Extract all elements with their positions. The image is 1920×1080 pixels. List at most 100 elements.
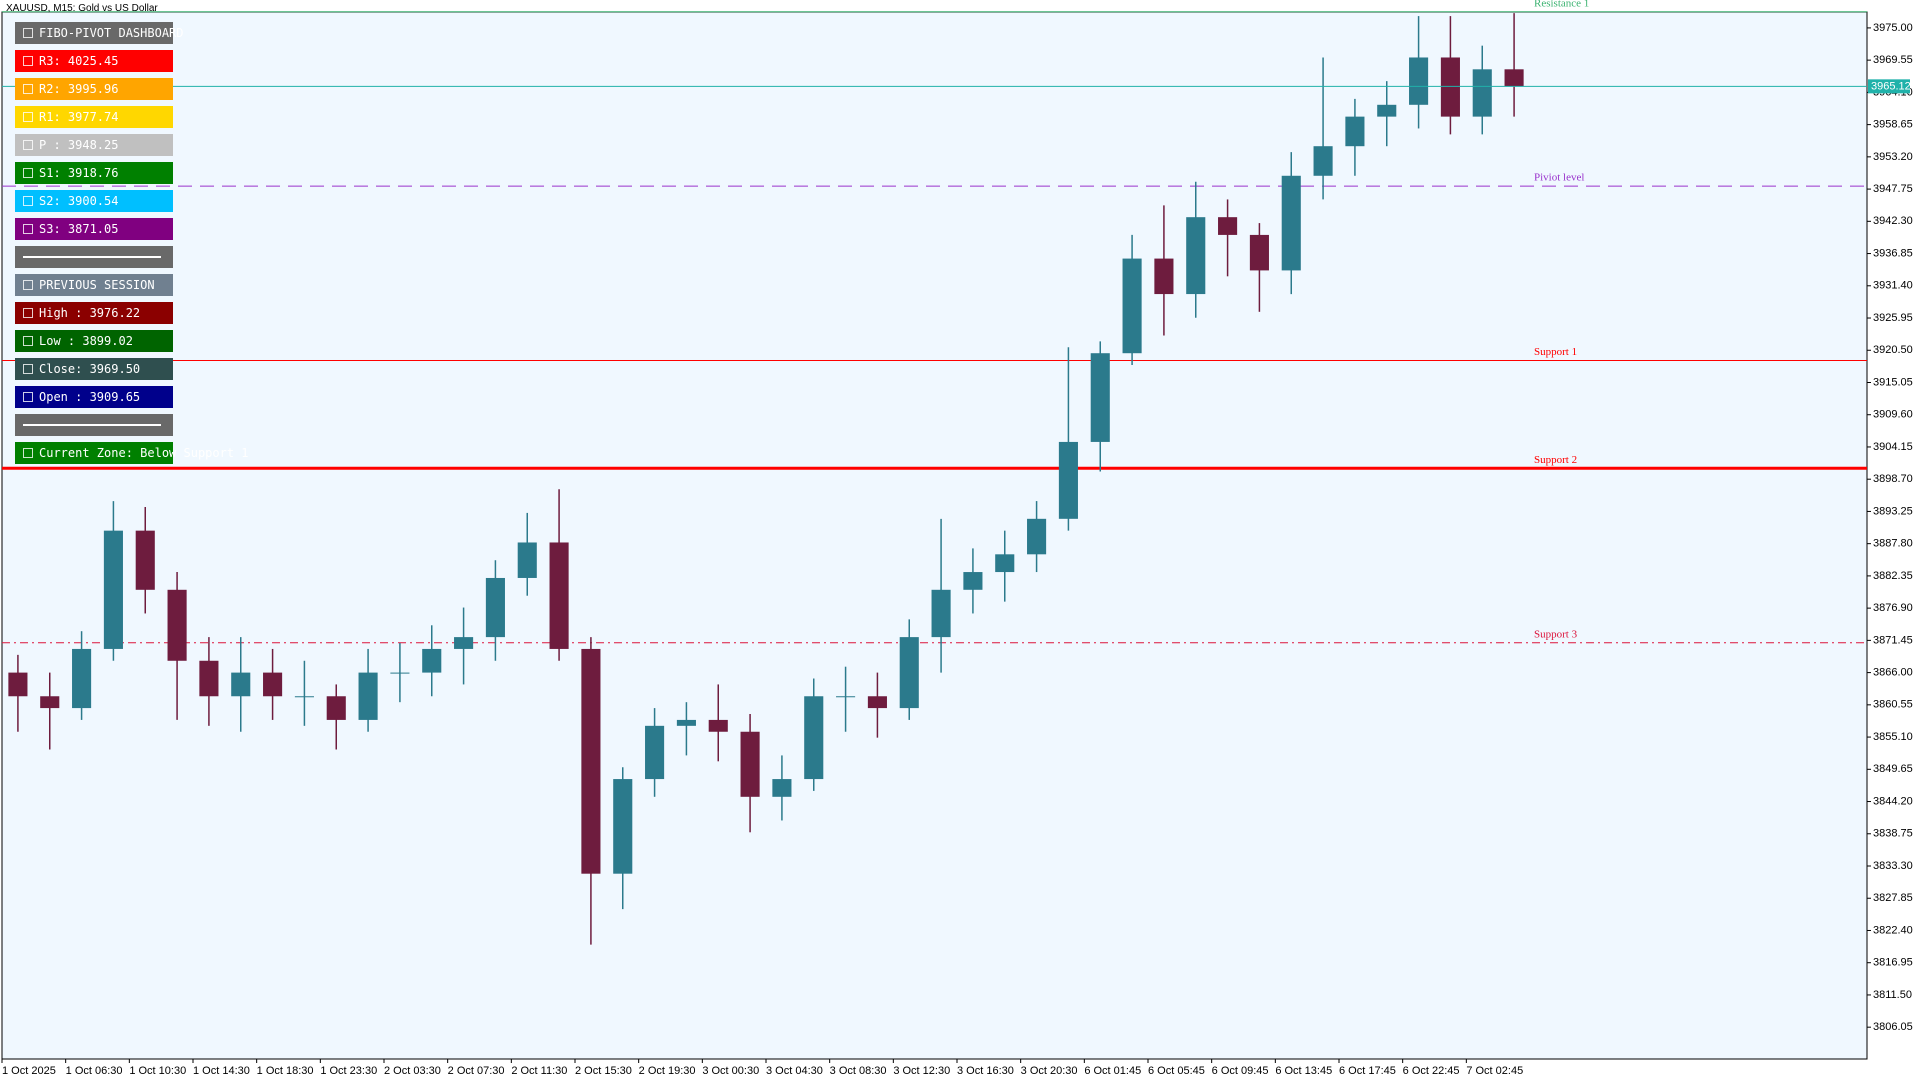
y-tick-label: 3931.40 (1873, 280, 1913, 292)
y-tick-label: 3860.55 (1873, 699, 1913, 711)
candle-body (836, 696, 856, 698)
y-tick-label: 3904.15 (1873, 441, 1913, 453)
candle-body (1281, 175, 1301, 271)
session-value-text: Low : 3899.02 (39, 334, 133, 348)
x-tick-label: 6 Oct 17:45 (1339, 1065, 1396, 1077)
candle-body (1377, 104, 1397, 117)
y-tick-label: 3833.30 (1873, 860, 1913, 872)
candle-body (358, 672, 378, 720)
y-tick-label: 3849.65 (1873, 763, 1913, 775)
y-tick-label: 3975.00 (1873, 22, 1913, 34)
candle-body (199, 660, 219, 697)
y-tick-label: 3887.80 (1873, 538, 1913, 550)
candle-body (1504, 69, 1524, 87)
separator (15, 246, 173, 268)
candle-body (517, 542, 537, 578)
candle-body (1218, 217, 1238, 235)
candle-body (1472, 69, 1492, 117)
x-tick-label: 3 Oct 04:30 (766, 1065, 823, 1077)
session-title-text: PREVIOUS SESSION (39, 278, 155, 292)
y-tick-label: 3953.20 (1873, 151, 1913, 163)
pivot-level-text: R2: 3995.96 (39, 82, 119, 96)
current-zone-text: Current Zone: Below Support 1 (39, 446, 249, 460)
session-value-text: High : 3976.22 (39, 306, 141, 320)
x-tick-label: 1 Oct 06:30 (66, 1065, 123, 1077)
y-tick-label: 3925.95 (1873, 312, 1913, 324)
session-value: Open : 3909.65 (15, 386, 173, 408)
x-tick-label: 6 Oct 22:45 (1403, 1065, 1460, 1077)
session-title: PREVIOUS SESSION (15, 274, 173, 296)
candle-body (549, 542, 569, 649)
x-tick-label: 2 Oct 07:30 (448, 1065, 505, 1077)
pivot-level-text: S3: 3871.05 (39, 222, 119, 236)
pivot-level: S3: 3871.05 (15, 218, 173, 240)
x-tick-label: 3 Oct 08:30 (830, 1065, 887, 1077)
x-tick-label: 6 Oct 13:45 (1275, 1065, 1332, 1077)
candle-body (1090, 353, 1110, 442)
y-tick-label: 3898.70 (1873, 473, 1913, 485)
x-tick-label: 2 Oct 19:30 (639, 1065, 696, 1077)
y-tick-label: 3876.90 (1873, 602, 1913, 614)
x-tick-label: 2 Oct 11:30 (511, 1065, 567, 1077)
y-tick-label: 3893.25 (1873, 505, 1913, 517)
pivot-level-text: S1: 3918.76 (39, 166, 119, 180)
y-tick-label: 3947.75 (1873, 183, 1913, 195)
candle-body (485, 577, 505, 638)
candle-body (1058, 441, 1078, 519)
candle-body (1313, 146, 1333, 176)
y-tick-label: 3806.05 (1873, 1021, 1913, 1033)
x-tick-label: 1 Oct 10:30 (129, 1065, 186, 1077)
candle-body (231, 672, 251, 697)
candle-body (135, 530, 155, 590)
x-tick-label: 1 Oct 18:30 (257, 1065, 314, 1077)
candle-body (454, 637, 474, 649)
last-price-label: 3965.12 (1871, 80, 1911, 92)
candle-body (1122, 258, 1142, 354)
y-tick-label: 3909.60 (1873, 409, 1913, 421)
separator (15, 414, 173, 436)
level-label: Support 1 (1534, 346, 1577, 358)
pivot-level: R2: 3995.96 (15, 78, 173, 100)
candle-body (326, 696, 346, 720)
x-tick-label: 6 Oct 01:45 (1084, 1065, 1141, 1077)
y-tick-label: 3942.30 (1873, 215, 1913, 227)
session-value-text: Open : 3909.65 (39, 390, 141, 404)
y-tick-label: 3822.40 (1873, 924, 1913, 936)
x-tick-label: 3 Oct 00:30 (702, 1065, 759, 1077)
candle-body (1027, 518, 1047, 555)
symbol-title: XAUUSD, M15: Gold vs US Dollar (6, 3, 158, 14)
dashboard-title: FIBO-PIVOT DASHBOARD (15, 22, 184, 44)
y-tick-label: 3811.50 (1873, 989, 1912, 1001)
candle-body (676, 719, 696, 726)
pivot-level-text: S2: 3900.54 (39, 194, 119, 208)
last-price-box (1868, 79, 1910, 94)
x-tick-label: 6 Oct 05:45 (1148, 1065, 1205, 1077)
y-tick-label: 3855.10 (1873, 731, 1913, 743)
session-value: Low : 3899.02 (15, 330, 173, 352)
session-value: Close: 3969.50 (15, 358, 173, 380)
candle-body (931, 589, 951, 638)
candle-body (867, 696, 887, 709)
candle-body (708, 719, 728, 732)
y-tick-label: 3827.85 (1873, 892, 1913, 904)
candle-body (1154, 258, 1174, 295)
y-tick-label: 3958.65 (1873, 119, 1913, 131)
candle-body (1409, 57, 1429, 105)
level-label: Support 3 (1534, 628, 1578, 640)
candle-body (294, 696, 314, 698)
y-tick-label: 3871.45 (1873, 634, 1913, 646)
x-tick-label: 1 Oct 14:30 (193, 1065, 250, 1077)
pivot-level-text: R1: 3977.74 (39, 110, 119, 124)
candle-body (995, 554, 1015, 573)
y-tick-label: 3844.20 (1873, 795, 1913, 807)
candle-body (1440, 57, 1460, 117)
y-tick-label: 3816.95 (1873, 957, 1913, 969)
pivot-level: S1: 3918.76 (15, 162, 173, 184)
candle-body (1249, 234, 1269, 271)
candle-body (390, 672, 410, 674)
pivot-level: P : 3948.25 (15, 134, 173, 156)
plot-area (1, 11, 1868, 1060)
y-tick-label: 3866.00 (1873, 667, 1913, 679)
